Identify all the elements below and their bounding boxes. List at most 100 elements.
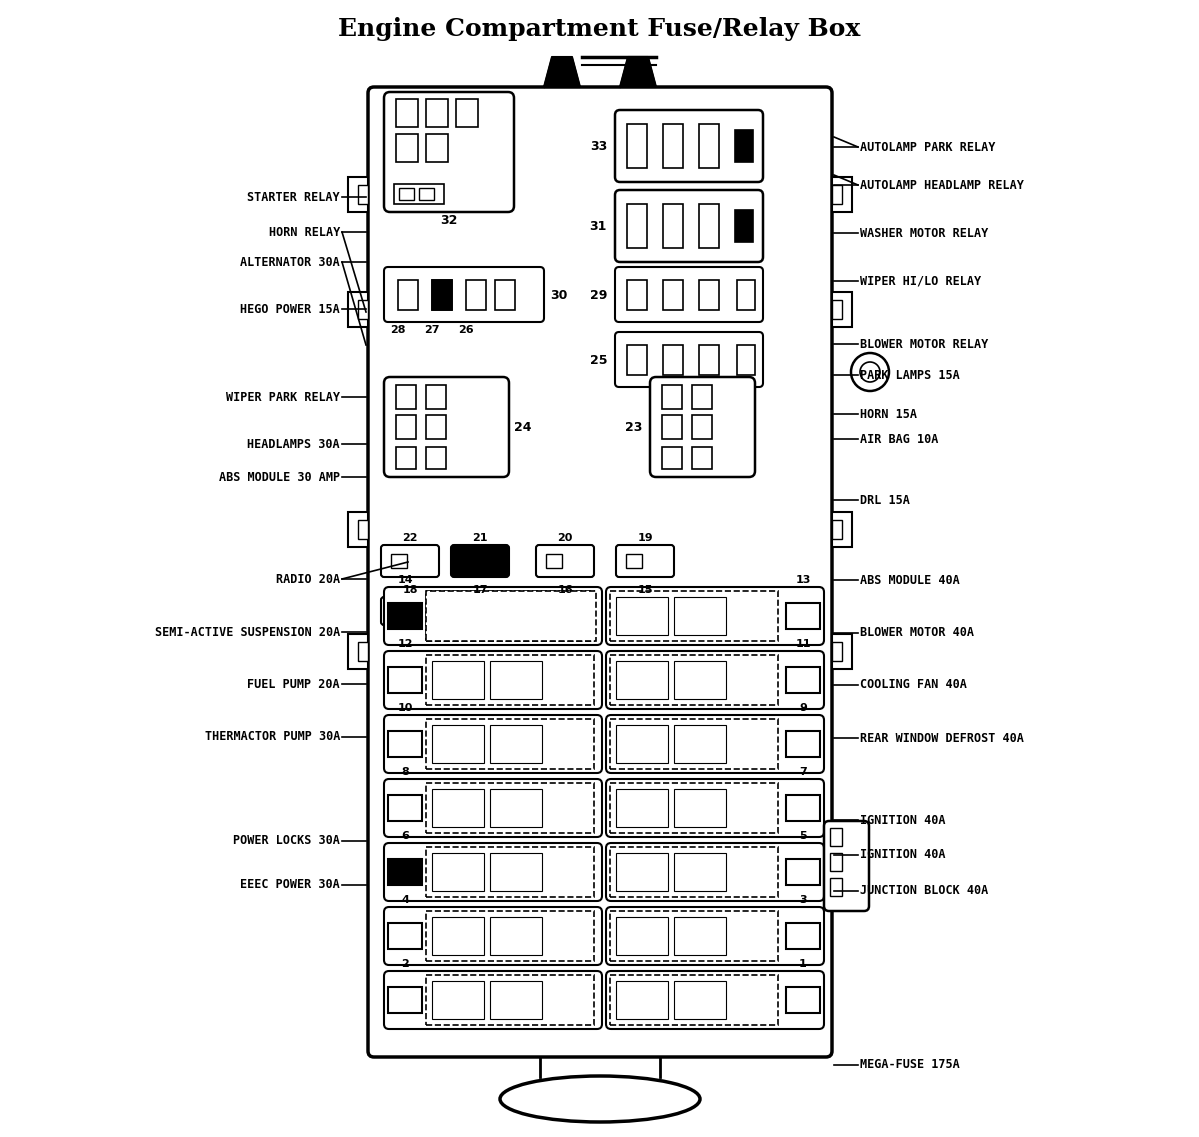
Bar bbox=[466, 280, 486, 310]
Text: AUTOLAMP HEADLAMP RELAY: AUTOLAMP HEADLAMP RELAY bbox=[860, 179, 1024, 191]
Text: 17: 17 bbox=[472, 586, 488, 595]
Text: ALTERNATOR 30A: ALTERNATOR 30A bbox=[240, 256, 341, 268]
Bar bbox=[616, 789, 668, 827]
Text: THERMACTOR PUMP 30A: THERMACTOR PUMP 30A bbox=[205, 730, 341, 744]
Text: Engine Compartment Fuse/Relay Box: Engine Compartment Fuse/Relay Box bbox=[338, 17, 860, 41]
Text: RADIO 20A: RADIO 20A bbox=[276, 573, 341, 586]
FancyBboxPatch shape bbox=[384, 267, 544, 322]
Bar bbox=[426, 99, 448, 127]
Bar bbox=[432, 853, 484, 891]
FancyBboxPatch shape bbox=[384, 587, 602, 645]
Text: 24: 24 bbox=[514, 421, 531, 433]
Bar bbox=[426, 655, 594, 705]
Bar bbox=[426, 415, 446, 439]
Text: IGNITION 40A: IGNITION 40A bbox=[860, 813, 946, 827]
FancyBboxPatch shape bbox=[384, 92, 514, 211]
Text: WIPER HI/LO RELAY: WIPER HI/LO RELAY bbox=[860, 274, 981, 288]
Bar bbox=[426, 911, 594, 961]
Bar bbox=[737, 280, 755, 310]
Bar bbox=[399, 188, 414, 200]
Text: ABS MODULE 40A: ABS MODULE 40A bbox=[860, 573, 959, 587]
Bar bbox=[627, 345, 647, 375]
Bar bbox=[460, 605, 477, 617]
Ellipse shape bbox=[860, 362, 880, 382]
Text: WIPER PARK RELAY: WIPER PARK RELAY bbox=[225, 390, 341, 404]
Bar bbox=[495, 280, 516, 310]
FancyBboxPatch shape bbox=[615, 332, 763, 387]
Bar bbox=[627, 204, 647, 248]
Text: 32: 32 bbox=[440, 214, 458, 227]
Text: MEGA-FUSE 175A: MEGA-FUSE 175A bbox=[860, 1059, 959, 1071]
Text: HEGO POWER 15A: HEGO POWER 15A bbox=[240, 302, 341, 315]
Bar bbox=[432, 280, 452, 310]
Bar bbox=[359, 185, 368, 204]
FancyBboxPatch shape bbox=[384, 907, 602, 965]
Bar bbox=[674, 981, 727, 1019]
Bar bbox=[426, 591, 594, 641]
Bar bbox=[348, 512, 368, 547]
Text: REAR WINDOW DEFROST 40A: REAR WINDOW DEFROST 40A bbox=[860, 731, 1024, 745]
Text: 16: 16 bbox=[558, 586, 573, 595]
Text: AIR BAG 10A: AIR BAG 10A bbox=[860, 432, 939, 446]
Bar bbox=[787, 858, 820, 885]
Bar bbox=[359, 300, 368, 319]
Text: BLOWER MOTOR 40A: BLOWER MOTOR 40A bbox=[860, 626, 974, 639]
Bar bbox=[737, 345, 755, 375]
Bar bbox=[398, 280, 418, 310]
Bar bbox=[674, 661, 727, 699]
Bar bbox=[396, 134, 418, 161]
Bar bbox=[426, 447, 446, 468]
Bar bbox=[546, 554, 562, 568]
Text: 26: 26 bbox=[458, 325, 474, 335]
FancyBboxPatch shape bbox=[615, 190, 763, 262]
Bar bbox=[832, 642, 842, 661]
Bar bbox=[830, 828, 842, 846]
Bar bbox=[699, 345, 719, 375]
Bar bbox=[832, 177, 852, 211]
Bar bbox=[394, 184, 444, 204]
FancyBboxPatch shape bbox=[605, 587, 824, 645]
Bar bbox=[663, 124, 683, 168]
Bar bbox=[348, 634, 368, 669]
FancyBboxPatch shape bbox=[451, 545, 510, 576]
FancyBboxPatch shape bbox=[650, 377, 755, 478]
FancyBboxPatch shape bbox=[616, 597, 674, 625]
Text: 11: 11 bbox=[795, 639, 811, 649]
FancyBboxPatch shape bbox=[615, 267, 763, 322]
FancyBboxPatch shape bbox=[384, 779, 602, 837]
Bar bbox=[426, 591, 596, 641]
Bar bbox=[662, 415, 682, 439]
Bar bbox=[787, 923, 820, 949]
Text: 33: 33 bbox=[590, 140, 607, 152]
Bar bbox=[396, 447, 416, 468]
Bar bbox=[662, 447, 682, 468]
Bar bbox=[391, 554, 406, 568]
Bar bbox=[388, 795, 422, 821]
Bar bbox=[616, 981, 668, 1019]
Text: 31: 31 bbox=[590, 219, 607, 232]
FancyBboxPatch shape bbox=[615, 110, 763, 182]
FancyBboxPatch shape bbox=[605, 971, 824, 1029]
Bar bbox=[787, 603, 820, 629]
Bar bbox=[663, 345, 683, 375]
Bar bbox=[616, 597, 668, 634]
Bar bbox=[699, 280, 719, 310]
Bar bbox=[490, 725, 542, 763]
Bar bbox=[830, 878, 842, 896]
Bar bbox=[674, 597, 727, 634]
Text: 28: 28 bbox=[390, 325, 405, 335]
Bar bbox=[426, 134, 448, 161]
Bar bbox=[610, 719, 778, 769]
Text: 14: 14 bbox=[397, 575, 412, 586]
Bar bbox=[432, 725, 484, 763]
FancyBboxPatch shape bbox=[381, 545, 439, 576]
Text: HORN 15A: HORN 15A bbox=[860, 407, 917, 421]
Bar bbox=[699, 124, 719, 168]
FancyBboxPatch shape bbox=[384, 715, 602, 773]
Text: SEMI-ACTIVE SUSPENSION 20A: SEMI-ACTIVE SUSPENSION 20A bbox=[155, 625, 341, 639]
Bar bbox=[348, 177, 368, 211]
Bar bbox=[626, 605, 641, 617]
Bar bbox=[432, 661, 484, 699]
Ellipse shape bbox=[500, 1076, 700, 1122]
Text: 8: 8 bbox=[402, 767, 409, 777]
